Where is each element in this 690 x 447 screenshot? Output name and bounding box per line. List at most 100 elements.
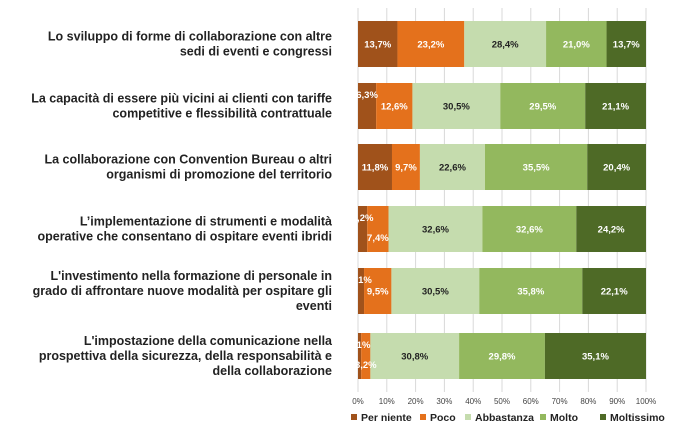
- bar-segment: [587, 144, 646, 190]
- data-label: 22,6%: [439, 163, 466, 174]
- bar-segment: [485, 144, 588, 190]
- data-label: 7,4%: [367, 233, 389, 244]
- data-label: 21,1%: [602, 102, 629, 113]
- x-tick-label: 100%: [636, 397, 656, 406]
- bar-segment: [459, 333, 545, 379]
- data-label: 1,1%: [349, 340, 371, 351]
- bar-segment: [391, 268, 480, 314]
- legend-label: Abbastanza: [475, 412, 534, 424]
- data-label: 12,6%: [381, 102, 408, 113]
- x-tick-label: 50%: [494, 397, 510, 406]
- x-tick-label: 90%: [609, 397, 625, 406]
- bar-segment: [419, 144, 486, 190]
- data-label: 30,5%: [422, 287, 449, 298]
- data-label: 28,4%: [492, 40, 519, 51]
- data-label: 3,2%: [355, 360, 377, 371]
- bar-segment: [358, 268, 365, 314]
- category-label: La collaborazione con Convention Bureau …: [44, 153, 332, 167]
- data-label: 32,6%: [422, 225, 449, 236]
- bars: [358, 21, 646, 379]
- category-label: prospettiva della sicurezza, della respo…: [39, 349, 332, 363]
- bar-segment: [412, 83, 501, 129]
- x-tick-label: 80%: [580, 397, 596, 406]
- bar-segment: [582, 268, 646, 314]
- x-tick-label: 20%: [408, 397, 424, 406]
- legend-label: Molto: [550, 412, 578, 424]
- bar-segment: [464, 21, 547, 67]
- bar-segment: [397, 21, 465, 67]
- data-label: 35,8%: [517, 287, 544, 298]
- category-label: grado di affrontare nuove modalità per o…: [33, 284, 332, 298]
- bar-segment: [479, 268, 583, 314]
- bar-segment: [576, 206, 646, 252]
- bar-segment: [361, 333, 371, 379]
- bar-segment: [358, 21, 398, 67]
- legend-label: Per niente: [361, 412, 412, 424]
- category-label: Lo sviluppo di forme di collaborazione c…: [48, 30, 332, 44]
- category-label: organismi di promozione del territorio: [106, 168, 332, 182]
- bar-segment: [482, 206, 577, 252]
- x-tick-label: 0%: [352, 397, 364, 406]
- bar-segment: [358, 206, 368, 252]
- x-tick-label: 70%: [552, 397, 568, 406]
- data-label: 20,4%: [603, 163, 630, 174]
- category-label: competitive e flessibilità contrattuale: [112, 107, 332, 121]
- bar-segment: [546, 21, 607, 67]
- category-label: sedi di eventi e congressi: [180, 45, 332, 59]
- data-label: 21,0%: [563, 40, 590, 51]
- category-label: L'investimento nella formazione di perso…: [50, 269, 332, 283]
- data-label: 11,8%: [362, 163, 389, 174]
- bar-segment: [606, 21, 646, 67]
- legend-swatch: [351, 414, 357, 420]
- data-label: 29,5%: [529, 102, 556, 113]
- data-label: 30,5%: [443, 102, 470, 113]
- bar-segment: [585, 83, 646, 129]
- x-tick-label: 40%: [465, 397, 481, 406]
- x-tick-label: 10%: [379, 397, 395, 406]
- bar-segment: [376, 83, 413, 129]
- bar-segment: [388, 206, 483, 252]
- data-label: 35,5%: [523, 163, 550, 174]
- bar-segment: [391, 144, 420, 190]
- bar-segment: [544, 333, 646, 379]
- category-label: L’implementazione di strumenti e modalit…: [80, 215, 332, 229]
- legend-swatch: [600, 414, 606, 420]
- legend-swatch: [420, 414, 426, 420]
- category-label: L'impostazione della comunicazione nella: [84, 334, 333, 348]
- category-label: operative che consentano di ospitare eve…: [37, 230, 332, 244]
- data-label: 9,7%: [395, 163, 417, 174]
- x-axis-tick-labels: 0% 10% 20% 30% 40% 50% 60% 70% 80% 90% 100%: [352, 397, 656, 406]
- data-label: 2,1%: [350, 275, 372, 286]
- data-label: 35,1%: [582, 352, 609, 363]
- legend: Per niente Poco Abbastanza Molto Moltissimo: [351, 412, 665, 424]
- data-label: 22,1%: [601, 287, 628, 298]
- data-label: 32,6%: [516, 225, 543, 236]
- category-labels: Lo sviluppo di forme di collaborazione c…: [31, 30, 333, 379]
- bar-segment: [364, 268, 392, 314]
- legend-swatch: [465, 414, 471, 420]
- legend-label: Moltissimo: [610, 412, 665, 424]
- data-label: 23,2%: [417, 40, 444, 51]
- category-label: eventi: [296, 299, 332, 313]
- grid-lines: [357, 8, 647, 392]
- bar-segment: [358, 333, 362, 379]
- data-labels: 13,7% 23,2% 28,4% 21,0% 13,7% 6,3%12,6% 30,5% 2…: [349, 40, 641, 372]
- legend-label: Poco: [430, 412, 456, 424]
- bar-segment: [367, 206, 389, 252]
- data-label: 24,2%: [598, 225, 625, 236]
- bar-segment: [358, 83, 377, 129]
- data-label: 13,7%: [364, 40, 391, 51]
- category-label: La capacità di essere più vicini ai clie…: [31, 92, 332, 106]
- category-label: della collaborazione: [213, 364, 333, 378]
- data-label: 6,3%: [356, 90, 378, 101]
- x-tick-label: 60%: [523, 397, 539, 406]
- data-label: 3,2%: [352, 213, 374, 224]
- data-label: 13,7%: [613, 40, 640, 51]
- x-tick-label: 30%: [436, 397, 452, 406]
- bar-segment: [358, 144, 392, 190]
- data-label: 30,8%: [401, 352, 428, 363]
- bar-segment: [500, 83, 586, 129]
- data-label: 29,8%: [489, 352, 516, 363]
- data-label: 9,5%: [367, 287, 389, 298]
